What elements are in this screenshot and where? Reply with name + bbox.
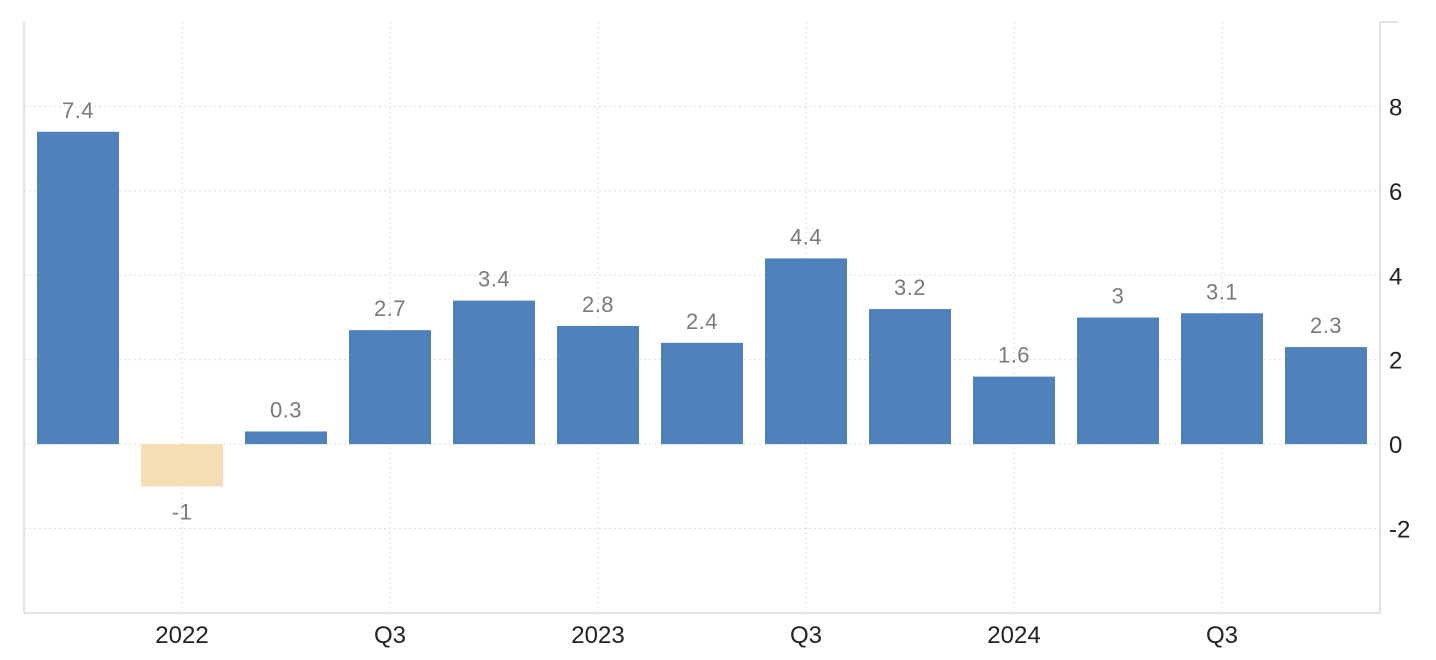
data-label-3: 2.7 bbox=[374, 296, 406, 321]
bar-10 bbox=[1077, 317, 1159, 445]
data-label-12: 2.3 bbox=[1310, 313, 1342, 338]
data-labels-layer: 7.4 -1 0.3 2.7 3.4 2.8 2.4 4.4 3.2 1.6 3 3.1 2.3 bbox=[62, 98, 1342, 525]
data-label-2: 0.3 bbox=[270, 397, 302, 422]
data-label-5: 2.8 bbox=[582, 292, 614, 317]
y-tick-label: 8 bbox=[1389, 94, 1402, 121]
bar-7 bbox=[765, 258, 847, 445]
y-tick-label: 4 bbox=[1389, 263, 1402, 290]
x-tick-label: Q3 bbox=[790, 622, 822, 649]
bar-1 bbox=[141, 444, 223, 487]
bar-2 bbox=[245, 431, 327, 445]
x-tick-label: 2024 bbox=[987, 622, 1040, 649]
bar-11 bbox=[1181, 313, 1263, 445]
data-label-11: 3.1 bbox=[1206, 279, 1238, 304]
bar-9 bbox=[973, 376, 1055, 445]
bar-0 bbox=[37, 131, 119, 445]
bar-4 bbox=[453, 300, 535, 445]
bar-5 bbox=[557, 325, 639, 445]
data-label-8: 3.2 bbox=[894, 275, 926, 300]
x-tick-label: 2022 bbox=[155, 622, 208, 649]
plot-frame bbox=[23, 21, 1398, 614]
data-label-10: 3 bbox=[1112, 284, 1125, 309]
data-label-7: 4.4 bbox=[790, 224, 822, 249]
y-tick-label: 0 bbox=[1389, 432, 1402, 459]
data-label-1: -1 bbox=[172, 499, 193, 524]
data-label-6: 2.4 bbox=[686, 309, 718, 334]
bar-3 bbox=[349, 330, 431, 445]
x-tick-label: 2023 bbox=[571, 622, 624, 649]
y-tick-label: -2 bbox=[1389, 517, 1410, 544]
y-axis: -2 0 2 4 6 8 bbox=[1389, 94, 1410, 543]
x-tick-label: Q3 bbox=[374, 622, 406, 649]
data-label-0: 7.4 bbox=[62, 98, 94, 123]
y-tick-label: 2 bbox=[1389, 348, 1402, 375]
x-tick-label: Q3 bbox=[1206, 622, 1238, 649]
bars-layer bbox=[37, 131, 1367, 487]
y-tick-label: 6 bbox=[1389, 179, 1402, 206]
data-label-9: 1.6 bbox=[998, 343, 1030, 368]
bar-12 bbox=[1285, 347, 1367, 445]
bar-8 bbox=[869, 309, 951, 445]
x-axis: 2022 Q3 2023 Q3 2024 Q3 bbox=[155, 622, 1238, 649]
bar-6 bbox=[661, 342, 743, 445]
data-label-4: 3.4 bbox=[478, 267, 510, 292]
